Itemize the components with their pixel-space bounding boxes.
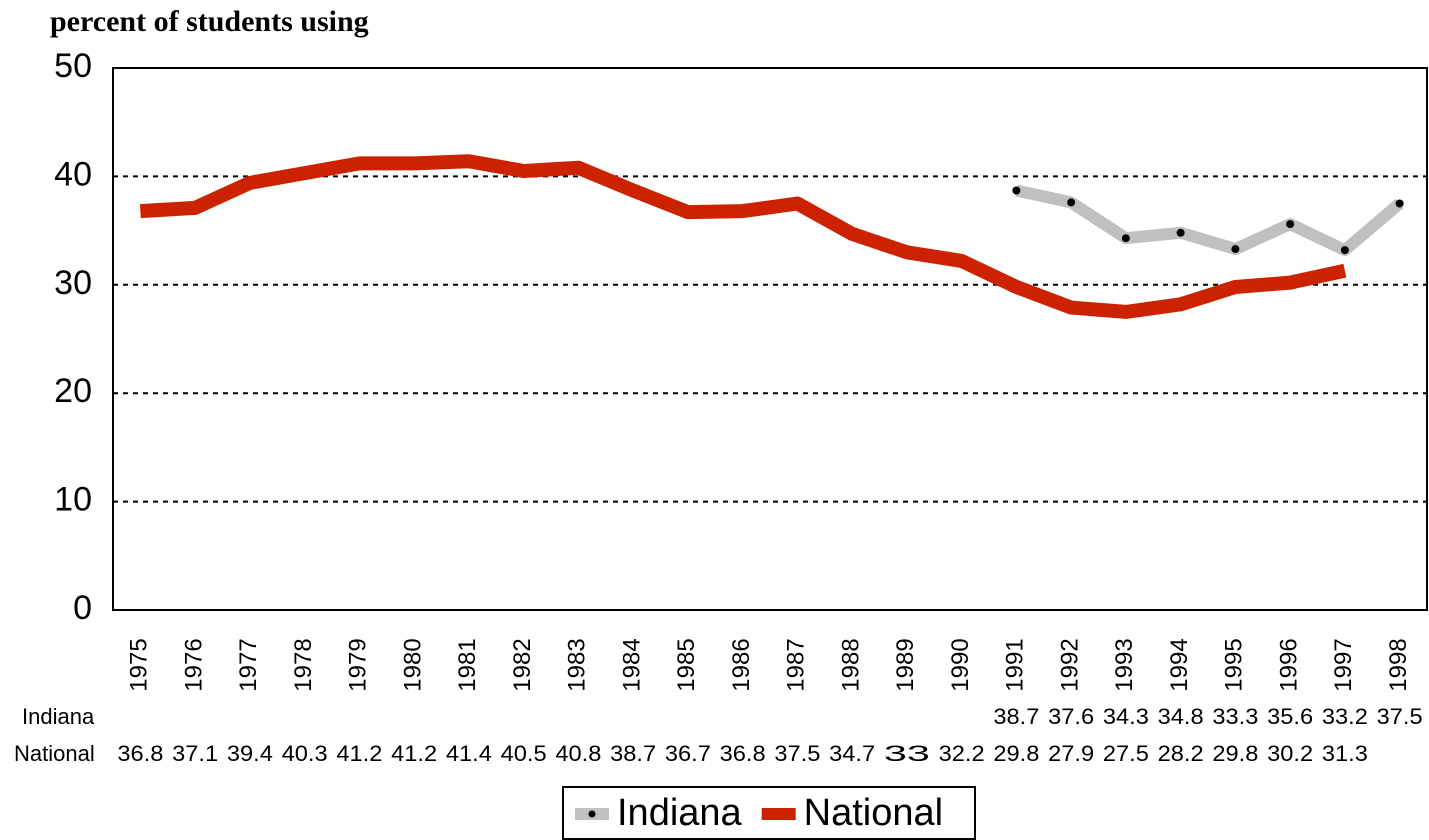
series-marker	[1067, 198, 1076, 207]
x-tick-label: 1977	[235, 638, 262, 691]
table-cell: 34.8	[1158, 704, 1204, 729]
x-tick-label: 1993	[1111, 638, 1138, 691]
table-cell: 40.3	[282, 741, 328, 766]
x-tick-label: 1981	[454, 638, 481, 691]
table-cell: 36.8	[117, 741, 163, 766]
table-cell: 41.2	[391, 741, 437, 766]
y-tick-label: 30	[54, 264, 92, 302]
series-marker	[1231, 245, 1240, 254]
table-cell: 36.8	[720, 741, 766, 766]
series-marker	[1176, 228, 1185, 237]
table-cell: 31.3	[1322, 741, 1368, 766]
legend-swatch	[761, 808, 796, 820]
table-cell: 34.3	[1103, 704, 1149, 729]
x-tick-label: 1986	[728, 638, 755, 691]
legend-label: Indiana	[617, 792, 743, 834]
table-cell: 33.3	[1212, 704, 1258, 729]
x-tick-label: 1976	[180, 638, 207, 691]
table-cell: 33	[884, 741, 930, 766]
x-tick-label: 1980	[399, 638, 426, 691]
x-tick-label: 1990	[947, 638, 974, 691]
x-tick-label: 1988	[837, 638, 864, 691]
series-line	[1015, 184, 1404, 257]
x-tick-label: 1987	[783, 638, 810, 691]
x-tick-label: 1998	[1385, 638, 1412, 691]
table-cell: 35.6	[1267, 704, 1313, 729]
series-marker	[1340, 246, 1349, 255]
table-cell: 28.2	[1158, 741, 1204, 766]
table-cell: 33.2	[1322, 704, 1368, 729]
x-tick-label: 1991	[1002, 638, 1029, 691]
table-cell: 36.7	[665, 741, 711, 766]
series-marker	[1286, 220, 1295, 229]
x-tick-label: 1997	[1330, 638, 1357, 691]
x-tick-label: 1994	[1166, 638, 1193, 691]
series-line	[139, 154, 1347, 319]
table-cell: 37.5	[1377, 704, 1423, 729]
y-tick-label: 50	[54, 47, 92, 85]
series-marker	[1121, 234, 1130, 243]
table-row-label: Indiana	[22, 704, 95, 729]
table-cell: 29.8	[993, 741, 1039, 766]
x-tick-label: 1982	[509, 638, 536, 691]
table-cell: 37.1	[172, 741, 218, 766]
table-cell: 37.5	[774, 741, 820, 766]
x-tick-label: 1983	[564, 638, 591, 691]
legend-marker	[588, 810, 596, 818]
legend-label: National	[804, 792, 943, 834]
y-tick-label: 20	[54, 372, 92, 410]
table-cell: 27.9	[1048, 741, 1094, 766]
table-cell: 30.2	[1267, 741, 1313, 766]
table-cell: 34.7	[829, 741, 875, 766]
table-cell: 39.4	[227, 741, 273, 766]
plot-frame	[112, 67, 1428, 611]
table-cell: 38.7	[610, 741, 656, 766]
x-tick-label: 1985	[673, 638, 700, 691]
table-cell: 29.8	[1212, 741, 1258, 766]
x-tick-label: 1975	[126, 638, 153, 691]
table-cell: 41.4	[446, 741, 492, 766]
y-axis-label: percent of students using	[50, 5, 369, 38]
table-cell: 27.5	[1103, 741, 1149, 766]
x-tick-label: 1995	[1221, 638, 1248, 691]
x-tick-label: 1984	[618, 638, 645, 691]
table-cell: 32.2	[939, 741, 985, 766]
x-tick-label: 1992	[1056, 638, 1083, 691]
table-row-label: National	[14, 741, 95, 766]
y-tick-label: 10	[54, 481, 92, 519]
table-cell: 40.5	[501, 741, 547, 766]
x-tick-label: 1989	[892, 638, 919, 691]
x-tick-label: 1978	[290, 638, 317, 691]
table-cell: 38.7	[993, 704, 1039, 729]
x-tick-label: 1979	[345, 638, 372, 691]
x-tick-label: 1996	[1275, 638, 1302, 691]
table-cell: 41.2	[336, 741, 382, 766]
series-marker	[1012, 186, 1021, 195]
table-cell: 40.8	[555, 741, 601, 766]
table-cell: 37.6	[1048, 704, 1094, 729]
series-marker	[1395, 199, 1404, 208]
y-tick-label: 40	[54, 155, 92, 193]
y-tick-label: 0	[73, 589, 92, 627]
